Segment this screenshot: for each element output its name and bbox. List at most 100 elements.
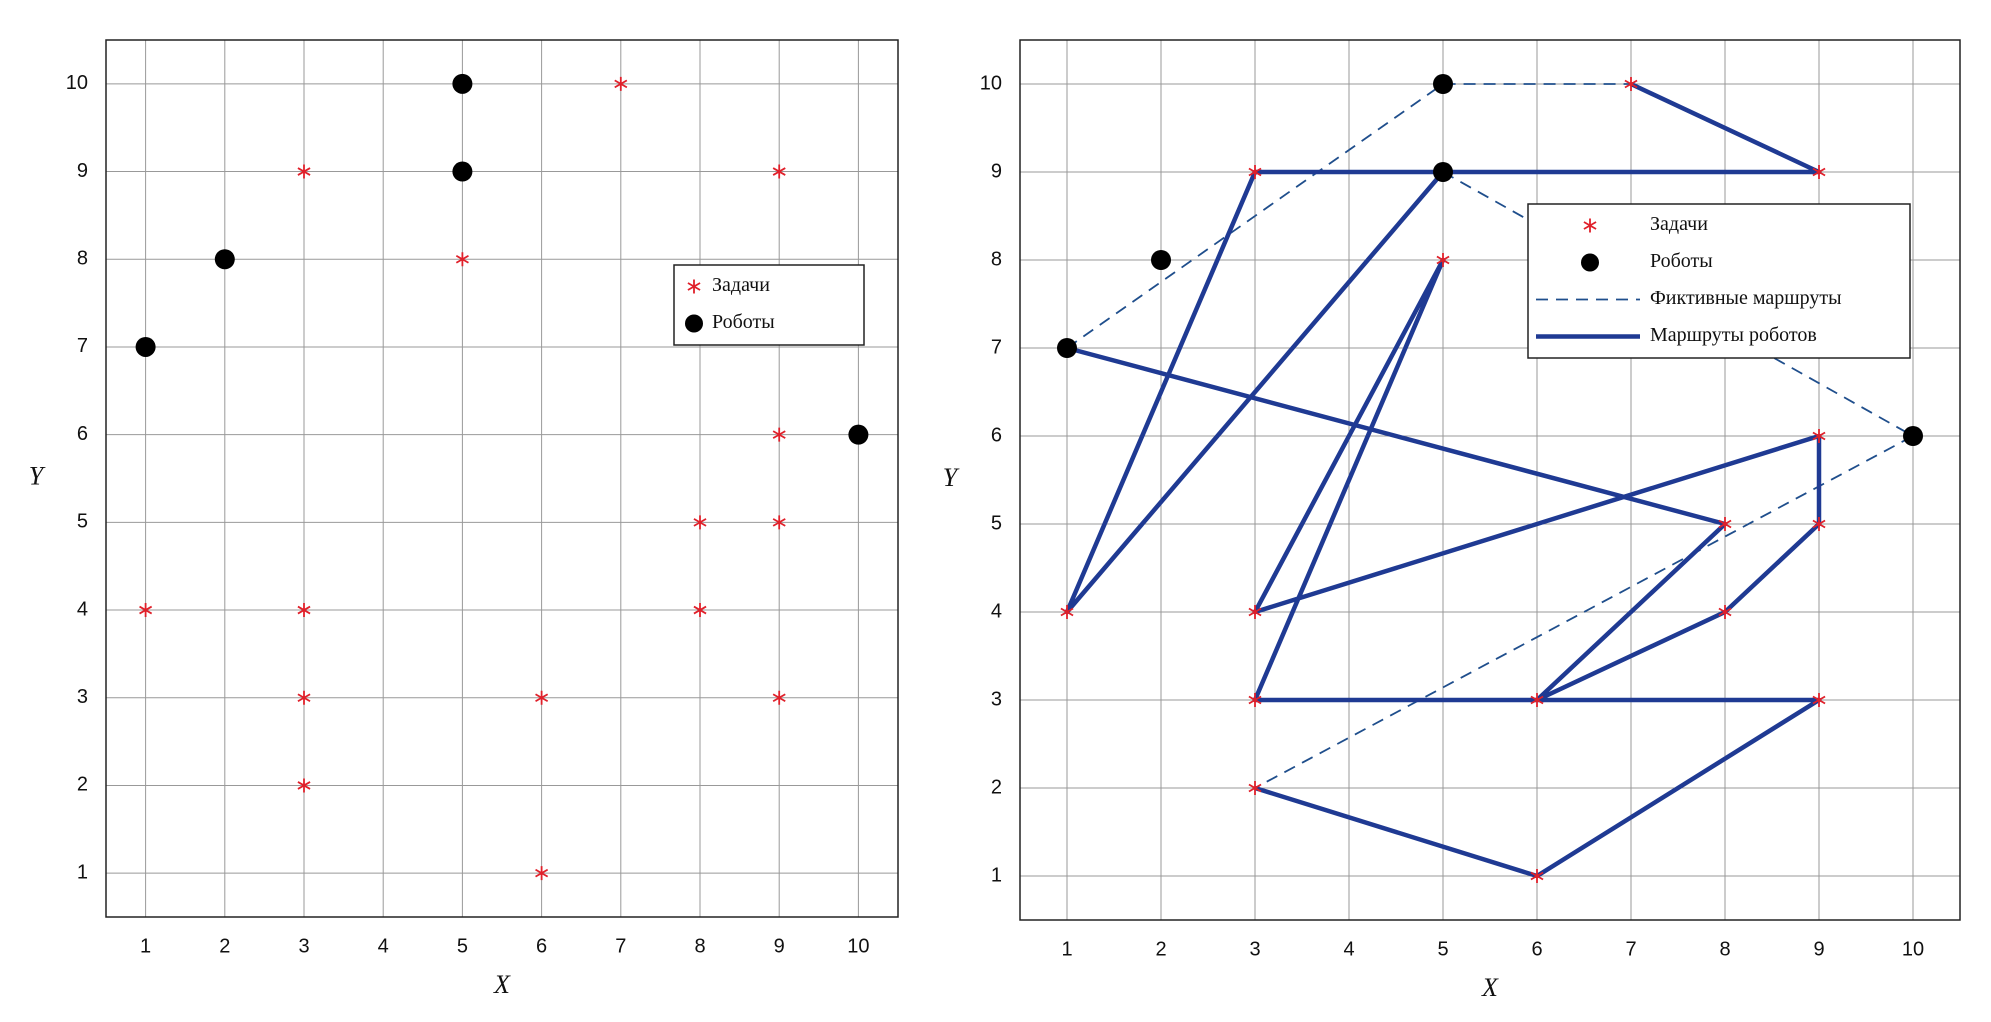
legend-marker <box>1581 253 1599 272</box>
x-tick-label: 1 <box>140 935 151 957</box>
legend-box <box>1527 203 1911 359</box>
y-tick-label: 3 <box>991 688 1002 710</box>
task-marker <box>535 690 549 705</box>
chart: 1 2 3 4 5 6 7 8 9 10 1 2 3 4 5 6 7 8 9 10 X Y Задачи Роботы <box>29 39 899 999</box>
legend-box <box>673 264 865 346</box>
plot-frame <box>105 39 899 918</box>
task-marker <box>1624 77 1638 91</box>
y-tick-label: 10 <box>980 72 1002 94</box>
y-tick-label: 1 <box>77 861 88 883</box>
y-tick-label: 2 <box>991 776 1002 798</box>
task-marker <box>1530 693 1544 707</box>
x-tick-label: 6 <box>536 935 547 957</box>
task-marker <box>1060 605 1074 619</box>
task-marker <box>1718 517 1732 531</box>
task-marker <box>455 252 469 267</box>
task-marker <box>297 778 311 793</box>
task-marker <box>535 866 549 881</box>
x-tick-label: 7 <box>615 935 626 957</box>
robot-marker <box>848 424 869 445</box>
legend-marker <box>685 314 703 333</box>
y-tick-label: 2 <box>77 774 88 796</box>
legend-label: Задачи <box>712 274 770 296</box>
task-marker <box>1248 605 1262 619</box>
legend-label: Роботы <box>712 311 775 333</box>
legend-marker <box>1583 218 1597 233</box>
robot-marker <box>1057 338 1077 358</box>
task-marker <box>297 603 311 618</box>
task-marker <box>139 603 153 618</box>
x-tick-label: 7 <box>1625 938 1636 960</box>
y-tick-label: 5 <box>991 512 1002 534</box>
route-line <box>1066 83 1914 789</box>
x-tick-label: 3 <box>1249 938 1260 960</box>
y-axis-label: Y <box>29 461 46 490</box>
legend-label: Задачи <box>1650 213 1708 235</box>
task-marker <box>772 164 786 179</box>
task-marker <box>1718 605 1732 619</box>
task-marker <box>1436 253 1450 267</box>
robot-marker <box>1903 426 1923 446</box>
x-tick-label: 1 <box>1061 938 1072 960</box>
x-axis-label: X <box>493 970 511 999</box>
y-tick-label: 3 <box>77 686 88 708</box>
robot-marker <box>135 336 156 357</box>
chart: 1 2 3 4 5 6 7 8 9 10 1 2 3 4 5 6 7 8 9 10 X Y Задачи Роботы Фикт… <box>943 39 1961 1002</box>
x-tick-label: 10 <box>847 935 869 957</box>
y-tick-label: 5 <box>77 511 88 533</box>
task-marker <box>772 515 786 530</box>
task-marker <box>1812 517 1826 531</box>
robot-marker <box>1433 162 1453 182</box>
x-tick-label: 2 <box>219 935 230 957</box>
y-tick-label: 1 <box>991 864 1002 886</box>
legend-label: Фиктивные маршруты <box>1650 287 1842 309</box>
y-tick-label: 7 <box>991 336 1002 358</box>
y-tick-label: 9 <box>991 160 1002 182</box>
task-marker <box>297 690 311 705</box>
task-marker <box>772 427 786 442</box>
robot-marker <box>452 161 473 182</box>
x-tick-label: 8 <box>1719 938 1730 960</box>
task-marker <box>1812 165 1826 179</box>
x-tick-label: 9 <box>1813 938 1824 960</box>
y-tick-label: 4 <box>77 598 88 620</box>
plot-frame <box>1019 39 1961 921</box>
x-tick-label: 6 <box>1531 938 1542 960</box>
x-tick-label: 5 <box>1437 938 1448 960</box>
robot-marker <box>214 249 235 270</box>
x-tick-label: 4 <box>1343 938 1354 960</box>
robot-marker <box>1151 250 1171 270</box>
task-marker <box>1530 869 1544 883</box>
robot-marker <box>452 73 473 94</box>
x-tick-label: 2 <box>1155 938 1166 960</box>
y-tick-label: 6 <box>77 423 88 445</box>
task-marker <box>297 164 311 179</box>
task-marker <box>1812 693 1826 707</box>
legend-marker <box>687 279 701 294</box>
x-tick-label: 3 <box>298 935 309 957</box>
task-marker <box>1248 693 1262 707</box>
task-marker <box>693 515 707 530</box>
y-tick-label: 8 <box>77 248 88 270</box>
x-tick-label: 4 <box>378 935 389 957</box>
x-tick-label: 5 <box>457 935 468 957</box>
legend-label: Маршруты роботов <box>1650 324 1817 346</box>
task-marker <box>1248 165 1262 179</box>
robot-marker <box>1433 74 1453 94</box>
x-tick-label: 8 <box>694 935 705 957</box>
y-tick-label: 10 <box>66 72 88 94</box>
y-tick-label: 4 <box>991 600 1002 622</box>
task-marker <box>772 690 786 705</box>
task-marker <box>1812 429 1826 443</box>
task-marker <box>1248 781 1262 795</box>
y-tick-label: 7 <box>77 335 88 357</box>
y-tick-label: 8 <box>991 248 1002 270</box>
task-marker <box>614 76 628 91</box>
task-marker <box>693 603 707 618</box>
x-axis-label: X <box>1481 973 1499 1002</box>
y-axis-label: Y <box>943 463 960 492</box>
y-tick-label: 9 <box>77 160 88 182</box>
legend-label: Роботы <box>1650 250 1713 272</box>
x-tick-label: 10 <box>1902 938 1924 960</box>
